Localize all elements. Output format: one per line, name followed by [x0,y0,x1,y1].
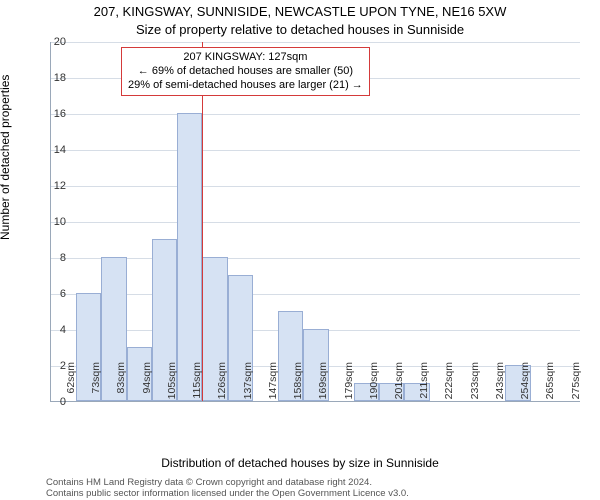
y-tick-label: 0 [36,396,66,408]
chart-subtitle: Size of property relative to detached ho… [0,22,600,37]
gridline-horizontal [51,186,580,187]
x-tick-label: 83sqm [115,362,127,406]
histogram-bar [177,113,202,401]
x-tick-label: 137sqm [242,362,254,406]
x-tick-label: 115sqm [191,362,203,406]
y-tick-label: 4 [36,324,66,336]
x-tick-label: 201sqm [393,362,405,406]
y-tick-label: 2 [36,360,66,372]
x-tick-label: 222sqm [443,362,455,406]
x-tick-label: 265sqm [544,362,556,406]
y-tick-label: 14 [36,144,66,156]
x-axis-label: Distribution of detached houses by size … [0,456,600,470]
y-tick-label: 20 [36,36,66,48]
y-tick-label: 10 [36,216,66,228]
x-tick-label: 190sqm [368,362,380,406]
gridline-horizontal [51,222,580,223]
y-tick-label: 18 [36,72,66,84]
x-tick-label: 254sqm [519,362,531,406]
x-tick-label: 73sqm [90,362,102,406]
gridline-horizontal [51,294,580,295]
annotation-line: 29% of semi-detached houses are larger (… [128,79,363,93]
x-tick-label: 158sqm [292,362,304,406]
x-tick-label: 147sqm [267,362,279,406]
y-tick-label: 12 [36,180,66,192]
x-tick-label: 105sqm [166,362,178,406]
annotation-box: 207 KINGSWAY: 127sqm← 69% of detached ho… [121,47,370,96]
x-tick-label: 243sqm [494,362,506,406]
gridline-horizontal [51,42,580,43]
y-tick-label: 8 [36,252,66,264]
x-tick-label: 275sqm [570,362,582,406]
x-tick-label: 179sqm [343,362,355,406]
x-tick-label: 233sqm [469,362,481,406]
y-axis-label: Number of detached properties [0,75,12,240]
chart-plot-area: 62sqm73sqm83sqm94sqm105sqm115sqm126sqm13… [50,42,580,402]
y-tick-label: 6 [36,288,66,300]
gridline-horizontal [51,114,580,115]
x-tick-label: 126sqm [216,362,228,406]
annotation-line: 207 KINGSWAY: 127sqm [128,51,363,65]
annotation-line: ← 69% of detached houses are smaller (50… [128,65,363,79]
x-tick-label: 62sqm [65,362,77,406]
x-tick-label: 169sqm [317,362,329,406]
attribution-text: Contains HM Land Registry data © Crown c… [46,478,409,500]
x-tick-label: 211sqm [418,362,430,406]
gridline-horizontal [51,258,580,259]
attribution-line-2: Contains public sector information licen… [46,489,409,500]
x-tick-label: 94sqm [141,362,153,406]
y-tick-label: 16 [36,108,66,120]
chart-title-address: 207, KINGSWAY, SUNNISIDE, NEWCASTLE UPON… [0,4,600,19]
gridline-horizontal [51,150,580,151]
